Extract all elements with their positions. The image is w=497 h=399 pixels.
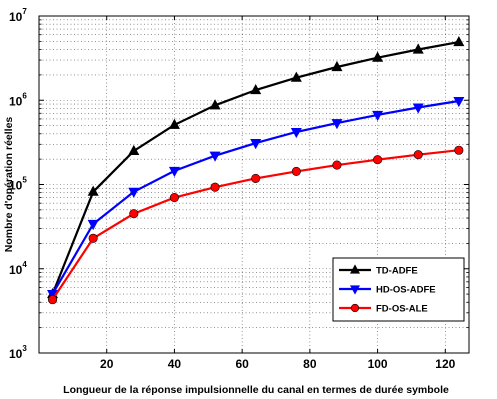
data-point-fd-os-ale <box>373 155 383 165</box>
x-tick-label: 80 <box>303 357 317 371</box>
x-tick-label: 60 <box>235 357 249 371</box>
data-point-td-adfe <box>331 60 343 72</box>
legend-label-td-adfe: TD-ADFE <box>376 266 418 277</box>
data-point-hd-os-adfe <box>168 166 180 178</box>
data-point-td-adfe <box>209 99 221 110</box>
x-tick-label: 100 <box>368 357 388 371</box>
x-tick-label: 120 <box>435 357 455 371</box>
series-layer <box>47 35 465 305</box>
data-point-hd-os-adfe <box>87 219 99 231</box>
data-point-td-adfe <box>372 51 384 62</box>
y-tick-label: 104 <box>9 260 27 277</box>
data-point-td-adfe <box>128 144 140 156</box>
legend-marker-td-adfe <box>349 264 361 274</box>
data-point-td-adfe <box>250 83 262 95</box>
data-point-td-adfe <box>290 71 302 82</box>
legend-label-hd-os-adfe: HD-OS-ADFE <box>376 285 436 296</box>
legend-marker-fd-os-ale <box>350 303 360 313</box>
y-tick-label: 106 <box>9 91 27 108</box>
data-point-hd-os-adfe <box>250 139 262 150</box>
data-point-fd-os-ale <box>251 173 261 183</box>
data-point-fd-os-ale <box>210 182 220 192</box>
data-point-fd-os-ale <box>47 295 58 305</box>
data-point-hd-os-adfe <box>453 96 465 108</box>
data-point-fd-os-ale <box>88 233 98 243</box>
x-tick-label: 20 <box>100 357 114 371</box>
data-point-fd-os-ale <box>332 160 342 170</box>
data-point-fd-os-ale <box>169 193 179 203</box>
plot-frame <box>38 15 470 354</box>
y-tick-label: 105 <box>9 176 27 193</box>
data-point-fd-os-ale <box>291 166 301 176</box>
data-point-hd-os-adfe <box>128 187 140 198</box>
data-point-hd-os-adfe <box>372 110 384 122</box>
data-point-fd-os-ale <box>454 145 464 155</box>
series-fd-os-ale <box>47 145 464 305</box>
x-tick-label: 40 <box>168 357 182 371</box>
y-tick-label: 107 <box>9 7 27 24</box>
axis-tick-labels: 20 40 60 80 100 120 103 104 105 106 107 <box>9 7 456 371</box>
data-point-hd-os-adfe <box>412 103 424 114</box>
series-line-td-adfe <box>51 41 459 295</box>
data-point-fd-os-ale <box>413 150 423 160</box>
data-point-hd-os-adfe <box>331 119 343 130</box>
y-axis-label: Nombre d'opération réelles <box>3 117 15 253</box>
grid <box>39 16 469 353</box>
data-point-td-adfe <box>87 185 99 196</box>
legend-marker-hd-os-adfe <box>349 285 361 295</box>
legend: TD-ADFE HD-OS-ADFE FD-OS-ALE <box>332 257 465 322</box>
data-point-hd-os-adfe <box>209 151 221 162</box>
data-point-td-adfe <box>412 43 424 54</box>
y-tick-label: 103 <box>9 344 27 361</box>
data-point-hd-os-adfe <box>290 127 302 139</box>
x-axis-label: Longueur de la réponse impulsionnelle du… <box>63 384 449 396</box>
series-td-adfe <box>47 35 465 299</box>
data-point-td-adfe <box>168 118 180 129</box>
legend-label-fd-os-ale: FD-OS-ALE <box>376 304 428 315</box>
data-point-td-adfe <box>453 35 465 47</box>
data-point-fd-os-ale <box>129 209 139 219</box>
